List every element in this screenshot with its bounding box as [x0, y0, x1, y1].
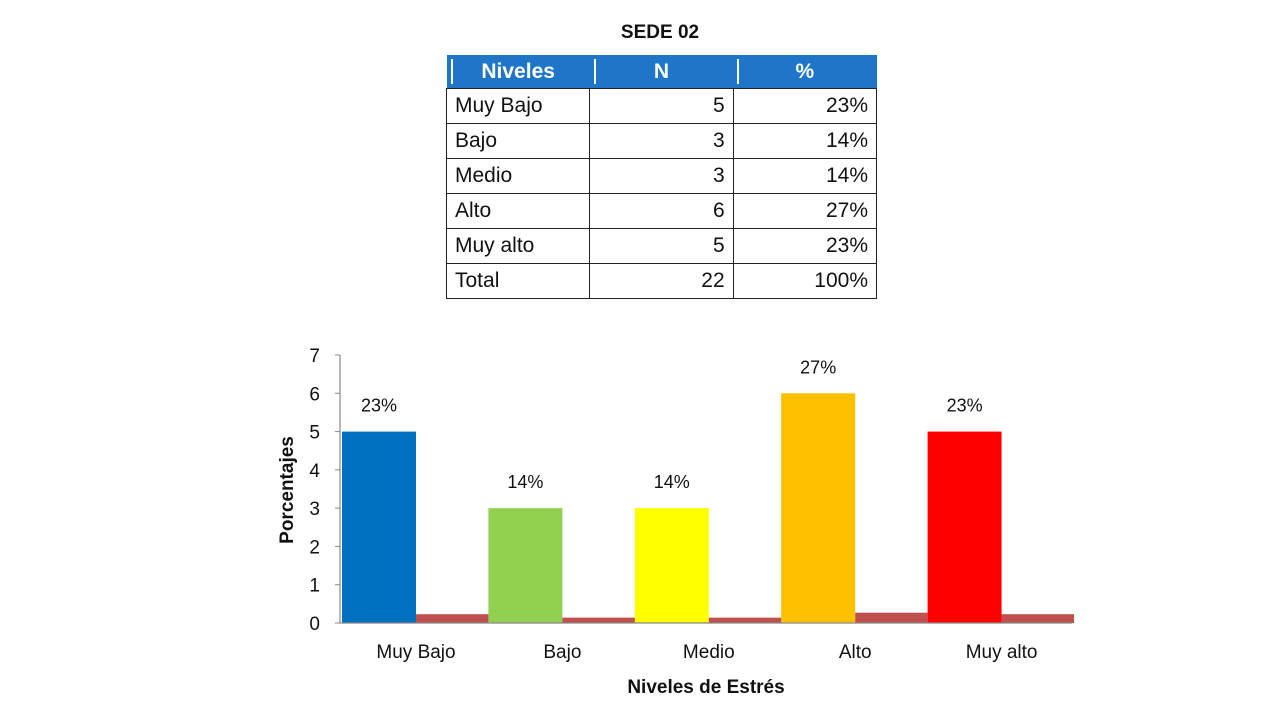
table-row: Muy alto 5 23% [445, 228, 878, 264]
header-niveles-label: Niveles [481, 59, 555, 83]
levels-table: Niveles N % Muy Bajo 5 23% Bajo 3 14% Me… [445, 55, 878, 299]
header-separator [593, 59, 596, 84]
row-label: Alto [445, 193, 591, 229]
x-axis-title: Niveles de Estrés [627, 677, 784, 698]
row-pct: 23% [732, 228, 878, 264]
header-n: N [589, 55, 734, 89]
header-n-label: N [653, 59, 670, 83]
row-label: Muy Bajo [445, 88, 591, 124]
bar-muy-bajo [342, 431, 416, 623]
y-tick-label: 0 [309, 614, 320, 635]
x-tick-label: Muy alto [966, 642, 1038, 663]
table-row: Muy Bajo 5 23% [445, 88, 878, 124]
row-pct: 27% [732, 193, 878, 229]
chart-area: 0 1 2 3 4 5 6 7 23% 14% 14% 27% 23% Muy Bajo Bajo Med… [0, 330, 1280, 720]
row-label: Muy alto [445, 228, 591, 264]
table-header-row: Niveles N % [446, 55, 877, 89]
data-label: 23% [361, 396, 397, 416]
row-n: 3 [589, 158, 734, 194]
row-n: 22 [589, 263, 734, 299]
table-row: Bajo 3 14% [445, 123, 878, 159]
x-tick-label: Bajo [543, 642, 581, 663]
data-label: 14% [507, 472, 543, 492]
row-pct: 23% [732, 88, 878, 124]
y-tick-label: 3 [309, 499, 320, 520]
x-tick-label: Medio [683, 642, 735, 663]
row-n: 6 [589, 193, 734, 229]
table-row: Medio 3 14% [445, 158, 878, 194]
y-axis-title: Porcentajes [277, 436, 298, 544]
y-tick-label: 7 [309, 346, 320, 367]
secondary-bar-bajo [562, 617, 635, 623]
data-label: 14% [654, 472, 690, 492]
row-pct: 100% [732, 263, 878, 299]
row-n: 3 [589, 123, 734, 159]
bar-medio [634, 508, 709, 623]
row-pct: 14% [732, 123, 878, 159]
header-separator [737, 59, 740, 84]
row-label: Medio [445, 158, 591, 194]
row-label: Total [445, 263, 591, 299]
table-row-total: Total 22 100% [445, 263, 878, 299]
header-pct: % [733, 55, 877, 89]
row-label: Bajo [445, 123, 591, 159]
secondary-bar-medio [708, 617, 782, 623]
table-row: Alto 6 27% [445, 193, 878, 229]
bar-series-main [342, 393, 1002, 623]
y-axis-ticks: 0 1 2 3 4 5 6 7 [309, 346, 340, 635]
bar-chart: 0 1 2 3 4 5 6 7 23% 14% 14% 27% 23% Muy Bajo Bajo Med… [277, 346, 1074, 698]
y-tick-label: 4 [309, 461, 320, 482]
bar-bajo [488, 508, 563, 623]
y-tick-label: 2 [309, 537, 320, 558]
bar-series-secondary [416, 612, 1074, 623]
x-tick-label: Muy Bajo [376, 642, 455, 663]
page-title: SEDE 02 [620, 22, 700, 43]
secondary-bar-alto [855, 612, 928, 623]
y-tick-label: 6 [309, 384, 320, 405]
y-tick-label: 1 [309, 576, 320, 597]
header-separator [450, 59, 453, 84]
y-tick-label: 5 [309, 423, 320, 444]
row-n: 5 [589, 88, 734, 124]
secondary-bar-muy-alto [1001, 614, 1074, 623]
data-label: 27% [800, 357, 836, 377]
x-axis-labels: Muy Bajo Bajo Medio Alto Muy alto [376, 642, 1037, 663]
row-n: 5 [589, 228, 734, 264]
data-label: 23% [947, 396, 983, 416]
data-labels: 23% 14% 14% 27% 23% [361, 357, 983, 492]
bar-muy-alto [927, 431, 1002, 623]
header-niveles: Niveles [446, 55, 590, 89]
header-pct-label: % [795, 59, 815, 83]
x-tick-label: Alto [839, 642, 872, 663]
secondary-bar-muy-bajo [416, 614, 489, 623]
bar-alto [781, 393, 856, 623]
row-pct: 14% [732, 158, 878, 194]
